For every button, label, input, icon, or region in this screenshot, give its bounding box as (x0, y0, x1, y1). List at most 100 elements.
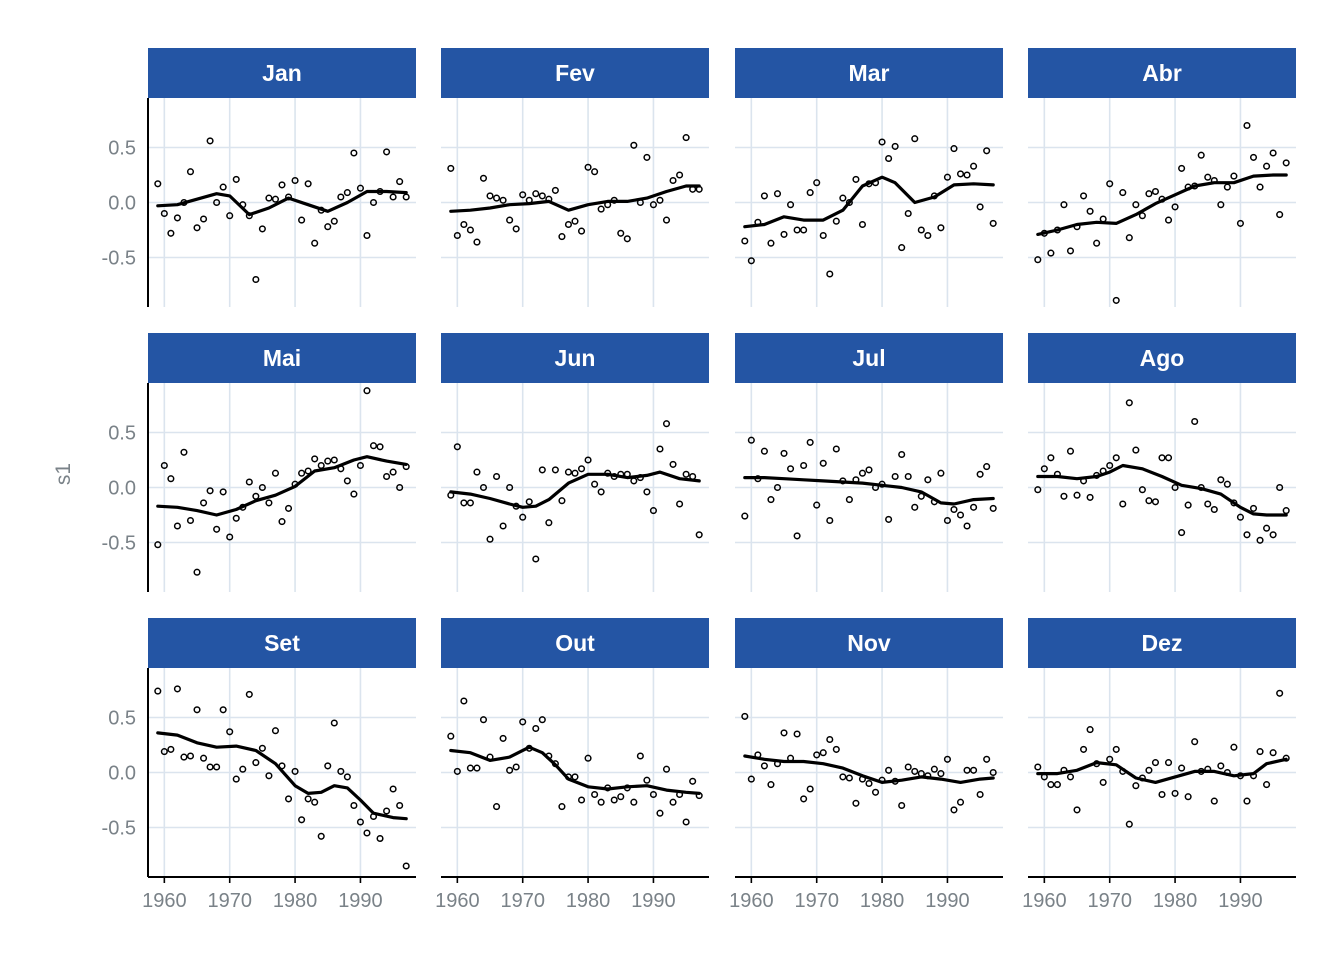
data-point (284, 504, 293, 512)
data-point (304, 180, 312, 188)
data-point (486, 192, 494, 200)
data-point (832, 445, 840, 453)
data-point (852, 799, 860, 807)
data-point (852, 175, 860, 183)
data-point (930, 765, 938, 773)
data-point (904, 472, 912, 481)
data-point (1217, 476, 1225, 484)
data-point (924, 231, 932, 240)
data-point (1217, 201, 1225, 209)
data-point (466, 499, 474, 507)
facet-panel-ago: Ago (1028, 333, 1296, 592)
x-tick-label: 1960 (729, 890, 774, 912)
data-point (898, 801, 906, 810)
data-point (186, 516, 195, 525)
data-point (1191, 417, 1199, 426)
data-point (538, 466, 546, 474)
data-point (453, 767, 461, 775)
data-point (1210, 797, 1218, 805)
data-point (1080, 745, 1088, 753)
data-point (1178, 164, 1186, 172)
data-point (819, 459, 827, 467)
facet-panel-set: Set -0.5 0.0 0.5 1960 1970 1980 1990 (102, 618, 416, 912)
data-point (213, 198, 221, 207)
data-point (343, 189, 351, 197)
data-point (1263, 524, 1271, 532)
data-point (532, 190, 540, 198)
y-tick-label: -0.5 (102, 818, 136, 840)
data-point (741, 512, 749, 520)
data-point (689, 777, 697, 785)
data-point (571, 469, 579, 477)
data-point (1132, 201, 1140, 209)
data-point (911, 767, 919, 775)
data-point (200, 754, 208, 762)
data-point (298, 469, 306, 477)
data-point (584, 754, 592, 762)
data-point (206, 137, 214, 145)
data-point (643, 153, 651, 161)
data-point (219, 488, 227, 496)
data-point (1034, 763, 1042, 771)
data-point (845, 774, 853, 782)
data-point (845, 496, 853, 504)
data-point (193, 706, 201, 714)
facet-panel-jun: Jun (441, 333, 709, 592)
data-point (466, 764, 474, 772)
data-point (956, 511, 965, 519)
y-axis-title: s1 (52, 463, 75, 485)
data-point (813, 501, 821, 509)
trend-line (156, 189, 408, 217)
facet-panel-out: Out 1960 1970 1980 1990 (435, 618, 709, 912)
data-point (506, 216, 514, 224)
data-point (591, 790, 599, 799)
data-point (760, 192, 768, 200)
data-point (1112, 745, 1120, 753)
facet-strip-label: Dez (1142, 630, 1183, 656)
data-point (473, 764, 481, 772)
data-point (499, 196, 507, 204)
data-point (213, 525, 221, 533)
y-tick-label: -0.5 (102, 248, 136, 270)
data-point (1125, 820, 1133, 828)
data-point (878, 138, 886, 146)
data-point (1112, 454, 1120, 462)
data-point (649, 201, 657, 209)
data-point (519, 191, 527, 199)
data-point (943, 516, 951, 525)
data-point (1158, 790, 1166, 799)
data-point (767, 239, 775, 247)
data-point (1197, 151, 1205, 159)
data-point (826, 735, 834, 744)
data-point (826, 516, 834, 525)
data-point (173, 214, 181, 222)
data-point (298, 216, 306, 224)
facet-panel-mai: Mai -0.5 0.0 0.5 (102, 333, 416, 592)
data-point (767, 496, 775, 504)
data-point (538, 716, 546, 724)
data-point (885, 154, 893, 163)
data-point (350, 801, 358, 810)
data-point (1210, 505, 1218, 514)
data-point (226, 728, 234, 736)
data-point (1060, 492, 1068, 500)
data-point (917, 226, 925, 234)
data-point (591, 480, 599, 488)
data-point (186, 752, 195, 760)
trend-line (1036, 463, 1288, 517)
data-point (460, 499, 468, 507)
data-point (206, 487, 214, 495)
data-point (669, 176, 677, 185)
facet-strip (735, 333, 1003, 383)
data-point (232, 175, 240, 183)
data-point (983, 147, 991, 155)
data-point (226, 212, 234, 220)
data-point (206, 763, 214, 771)
facet-panel-abr: Abr (1028, 48, 1296, 307)
data-point (473, 238, 481, 246)
x-tick-label: 1990 (1218, 890, 1263, 912)
data-point (1080, 192, 1088, 200)
data-point (160, 748, 168, 756)
data-point (950, 806, 958, 814)
facet-strip-label: Abr (1142, 60, 1182, 86)
